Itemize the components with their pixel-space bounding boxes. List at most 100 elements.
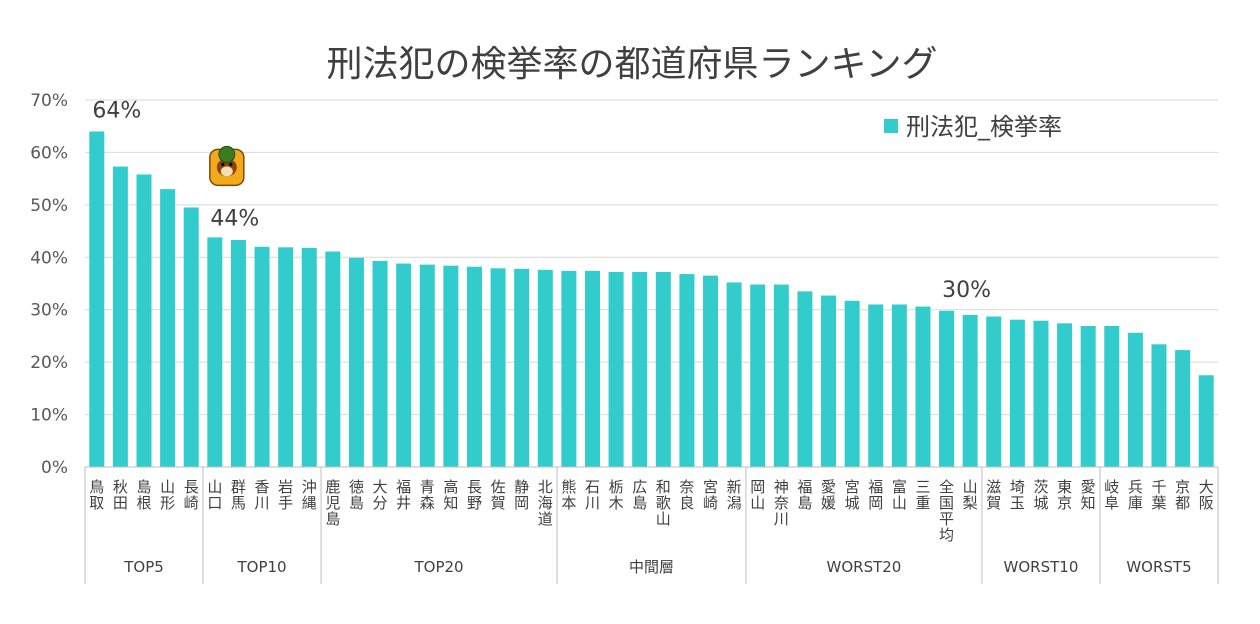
legend-label: 刑法犯_検挙率 bbox=[906, 113, 1062, 141]
x-category-label: 千葉 bbox=[1151, 478, 1166, 512]
bar bbox=[986, 316, 1002, 467]
x-category-label: 高知 bbox=[443, 478, 458, 512]
y-tick-label: 10% bbox=[30, 406, 68, 426]
x-category-label: 岡山 bbox=[750, 478, 765, 512]
bar bbox=[466, 266, 482, 467]
bar bbox=[160, 189, 176, 467]
x-category-label: 香川 bbox=[255, 478, 270, 512]
bar bbox=[561, 270, 577, 467]
x-category-label: 全国平均 bbox=[939, 478, 954, 544]
x-category-label: 群馬 bbox=[231, 478, 246, 512]
group-label: 中間層 bbox=[629, 558, 674, 576]
mascot-icon bbox=[209, 145, 245, 187]
bar bbox=[632, 271, 648, 467]
bar bbox=[797, 291, 813, 467]
y-tick-label: 60% bbox=[30, 143, 68, 163]
x-category-label: 茨城 bbox=[1033, 478, 1048, 512]
bar bbox=[537, 269, 553, 467]
gridlines bbox=[85, 99, 1218, 468]
x-category-label: 愛知 bbox=[1081, 478, 1096, 512]
bar bbox=[679, 274, 695, 467]
bar bbox=[396, 263, 412, 467]
x-category-label: 富山 bbox=[892, 478, 907, 512]
bar bbox=[1080, 325, 1096, 467]
data-label: 44% bbox=[210, 206, 259, 231]
chart-title: 刑法犯の検挙率の都道府県ランキング bbox=[327, 44, 938, 85]
group-label: TOP20 bbox=[414, 558, 464, 576]
x-category-label: 神奈川 bbox=[774, 478, 789, 528]
bar bbox=[726, 282, 742, 467]
legend: 刑法犯_検挙率 bbox=[884, 113, 1062, 141]
bar bbox=[1057, 323, 1073, 467]
x-category-label: 青森 bbox=[420, 478, 435, 512]
group-label: WORST5 bbox=[1126, 558, 1191, 576]
x-category-label: 石川 bbox=[585, 478, 600, 512]
x-category-label: 北海道 bbox=[538, 478, 553, 528]
bar bbox=[821, 295, 837, 467]
group-label: TOP5 bbox=[123, 558, 164, 576]
bar bbox=[655, 271, 671, 467]
x-category-label: 広島 bbox=[632, 478, 647, 512]
x-category-label: 山口 bbox=[207, 478, 222, 512]
x-category-label: 長崎 bbox=[184, 478, 199, 512]
x-category-label: 福岡 bbox=[868, 478, 883, 512]
x-category-label: 福島 bbox=[797, 478, 812, 512]
x-category-label: 佐賀 bbox=[491, 478, 506, 512]
group-label: WORST10 bbox=[1004, 558, 1079, 576]
bar bbox=[514, 268, 530, 467]
x-category-label: 大阪 bbox=[1199, 478, 1214, 512]
bar bbox=[703, 275, 719, 467]
bar bbox=[112, 166, 128, 467]
bar bbox=[608, 271, 624, 467]
y-axis-ticks: 0% 10% 20% 30% 40% 50% 60% 70% bbox=[30, 91, 68, 478]
x-category-label: 栃木 bbox=[609, 478, 624, 512]
bar bbox=[844, 300, 860, 467]
bar bbox=[750, 284, 766, 467]
x-category-label: 徳島 bbox=[349, 478, 364, 512]
bar bbox=[490, 268, 506, 467]
group-label: WORST20 bbox=[827, 558, 902, 576]
bar bbox=[372, 260, 388, 467]
x-category-label: 奈良 bbox=[679, 478, 694, 512]
x-category-label: 岩手 bbox=[278, 478, 293, 512]
x-category-label: 兵庫 bbox=[1128, 478, 1143, 512]
bar bbox=[301, 247, 317, 467]
bar bbox=[1127, 332, 1143, 467]
bar bbox=[891, 304, 907, 467]
x-category-label: 京都 bbox=[1175, 478, 1190, 512]
bar bbox=[1033, 320, 1049, 467]
y-tick-label: 70% bbox=[30, 91, 68, 111]
x-category-label: 島根 bbox=[137, 478, 152, 512]
bar bbox=[89, 131, 105, 467]
x-category-label: 静岡 bbox=[514, 478, 529, 512]
x-category-label: 宮城 bbox=[845, 478, 860, 512]
bar bbox=[443, 265, 459, 467]
bar bbox=[419, 264, 435, 467]
x-category-label: 長野 bbox=[467, 478, 482, 512]
x-category-label: 秋田 bbox=[113, 478, 128, 512]
bar bbox=[254, 246, 270, 467]
bar bbox=[1009, 319, 1025, 467]
x-category-label: 愛媛 bbox=[821, 478, 836, 512]
y-tick-label: 50% bbox=[30, 196, 68, 216]
y-tick-label: 0% bbox=[41, 458, 68, 478]
x-category-label: 山梨 bbox=[963, 478, 978, 512]
x-category-label: 大分 bbox=[373, 478, 388, 512]
bars bbox=[89, 131, 1214, 467]
x-category-label: 福井 bbox=[396, 478, 411, 512]
bar bbox=[1198, 375, 1214, 467]
bar bbox=[962, 314, 978, 467]
bar bbox=[325, 251, 341, 467]
bar bbox=[348, 257, 364, 467]
y-tick-label: 20% bbox=[30, 353, 68, 373]
bar bbox=[183, 207, 199, 467]
data-label: 64% bbox=[92, 98, 141, 123]
y-tick-label: 40% bbox=[30, 248, 68, 268]
x-category-label: 宮崎 bbox=[703, 478, 718, 512]
x-category-label: 岐阜 bbox=[1104, 478, 1119, 512]
x-category-label: 東京 bbox=[1057, 478, 1072, 512]
x-category-label: 新潟 bbox=[727, 478, 742, 512]
y-tick-label: 30% bbox=[30, 301, 68, 321]
x-category-label: 三重 bbox=[915, 478, 930, 512]
